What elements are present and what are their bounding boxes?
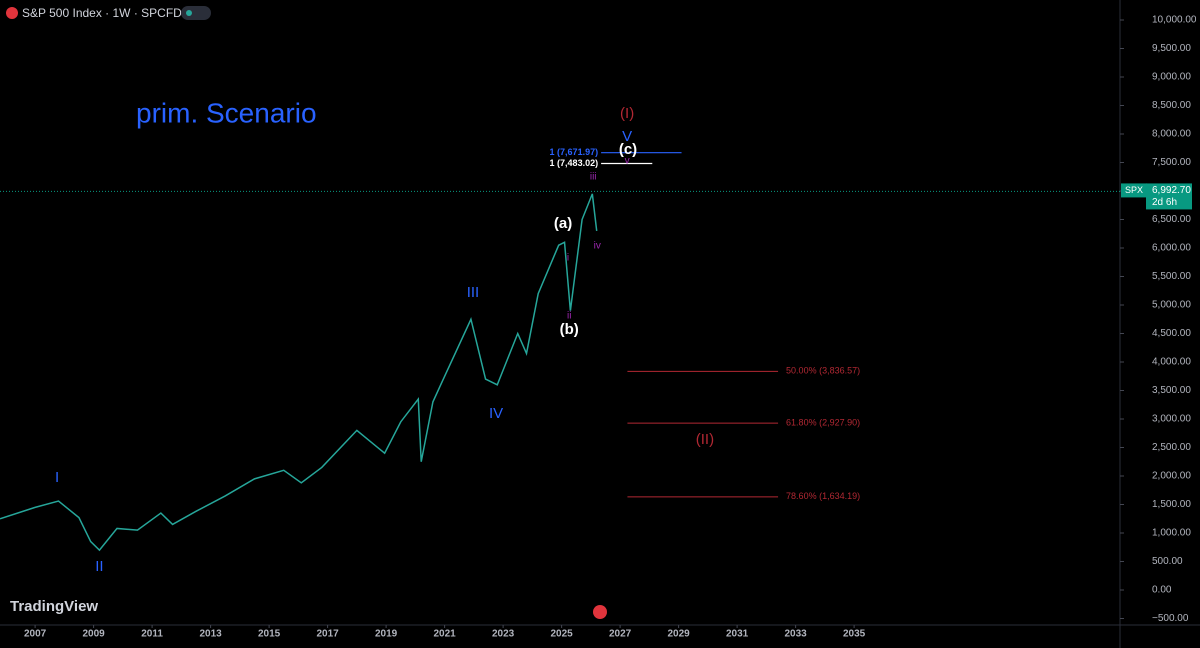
target-label: 1 (7,483.02) xyxy=(550,158,599,168)
wave-label: v xyxy=(625,156,630,167)
y-tick-label: 5,500.00 xyxy=(1152,271,1191,282)
fib-label: 78.60% (1,634.19) xyxy=(786,491,860,501)
wave-label: iv xyxy=(594,241,601,252)
last-price-symbol: SPX xyxy=(1125,185,1143,195)
x-tick-label: 2011 xyxy=(141,629,163,640)
wave-label: ii xyxy=(567,311,571,322)
y-tick-label: 10,000.00 xyxy=(1152,15,1197,26)
y-tick-label: 4,500.00 xyxy=(1152,328,1191,339)
y-tick-label: 2,000.00 xyxy=(1152,471,1191,482)
scenario-label: prim. Scenario xyxy=(136,97,317,128)
wave-label: I xyxy=(55,469,59,486)
y-tick-label: −500.00 xyxy=(1152,613,1189,624)
x-tick-label: 2013 xyxy=(199,629,222,640)
y-tick-label: 6,500.00 xyxy=(1152,214,1191,225)
y-tick-label: 8,000.00 xyxy=(1152,129,1191,140)
y-tick-label: 7,500.00 xyxy=(1152,157,1191,168)
wave-label: (I) xyxy=(620,105,634,122)
y-tick-label: 3,000.00 xyxy=(1152,414,1191,425)
y-tick-label: 1,500.00 xyxy=(1152,499,1191,510)
status-dot xyxy=(186,10,192,16)
y-tick-label: 2,500.00 xyxy=(1152,442,1191,453)
last-price-label: 6,992.70 xyxy=(1152,185,1191,196)
price-line xyxy=(0,193,598,552)
wave-label: IV xyxy=(489,405,503,422)
chart-title: S&P 500 Index · 1W · SPCFD xyxy=(22,6,182,20)
target-label: 1 (7,671.97) xyxy=(550,147,599,157)
wave-label: (c) xyxy=(619,141,637,158)
y-tick-label: 5,000.00 xyxy=(1152,300,1191,311)
y-tick-label: 4,000.00 xyxy=(1152,357,1191,368)
wave-label: II xyxy=(95,558,103,575)
event-icon[interactable] xyxy=(593,605,607,619)
x-tick-label: 2025 xyxy=(550,629,573,640)
status-pill[interactable] xyxy=(181,6,211,20)
y-tick-label: 1,000.00 xyxy=(1152,528,1191,539)
symbol-icon xyxy=(6,7,18,19)
y-tick-label: 8,500.00 xyxy=(1152,100,1191,111)
y-tick-label: 9,000.00 xyxy=(1152,72,1191,83)
y-tick-label: 0.00 xyxy=(1152,585,1172,596)
last-price-tag xyxy=(1146,183,1192,210)
fib-label: 50.00% (3,836.57) xyxy=(786,366,860,376)
x-tick-label: 2015 xyxy=(258,629,281,640)
x-tick-label: 2035 xyxy=(843,629,866,640)
wave-label: (b) xyxy=(560,321,579,338)
wave-label: (II) xyxy=(696,431,714,448)
wave-label: iii xyxy=(590,172,597,183)
x-tick-label: 2021 xyxy=(433,629,456,640)
wave-label: III xyxy=(467,284,480,301)
x-tick-label: 2017 xyxy=(316,629,339,640)
y-tick-label: 500.00 xyxy=(1152,556,1183,567)
countdown: 2d 6h xyxy=(1152,197,1177,208)
wave-label: (a) xyxy=(554,215,572,232)
x-tick-label: 2009 xyxy=(82,629,105,640)
y-tick-label: 6,000.00 xyxy=(1152,243,1191,254)
wave-label: i xyxy=(567,253,569,264)
x-tick-label: 2029 xyxy=(667,629,690,640)
x-tick-label: 2023 xyxy=(492,629,515,640)
x-tick-label: 2019 xyxy=(375,629,398,640)
x-tick-label: 2007 xyxy=(24,629,47,640)
wave-label: V xyxy=(622,128,632,145)
x-tick-label: 2027 xyxy=(609,629,632,640)
last-price-box xyxy=(1121,183,1147,198)
y-tick-label: 9,500.00 xyxy=(1152,43,1191,54)
logo: TradingView xyxy=(10,598,98,615)
x-tick-label: 2031 xyxy=(726,629,749,640)
y-tick-label: 3,500.00 xyxy=(1152,385,1191,396)
x-tick-label: 2033 xyxy=(784,629,807,640)
fib-label: 61.80% (2,927.90) xyxy=(786,417,860,427)
